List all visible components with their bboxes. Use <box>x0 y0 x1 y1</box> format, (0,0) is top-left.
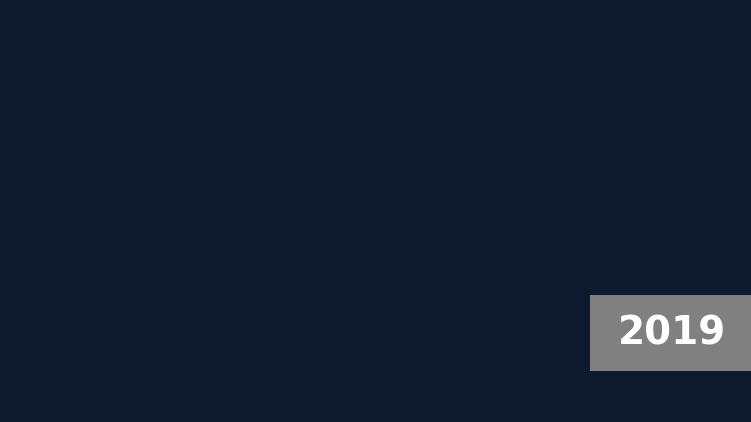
Text: 2019: 2019 <box>618 314 726 352</box>
FancyBboxPatch shape <box>590 295 751 371</box>
